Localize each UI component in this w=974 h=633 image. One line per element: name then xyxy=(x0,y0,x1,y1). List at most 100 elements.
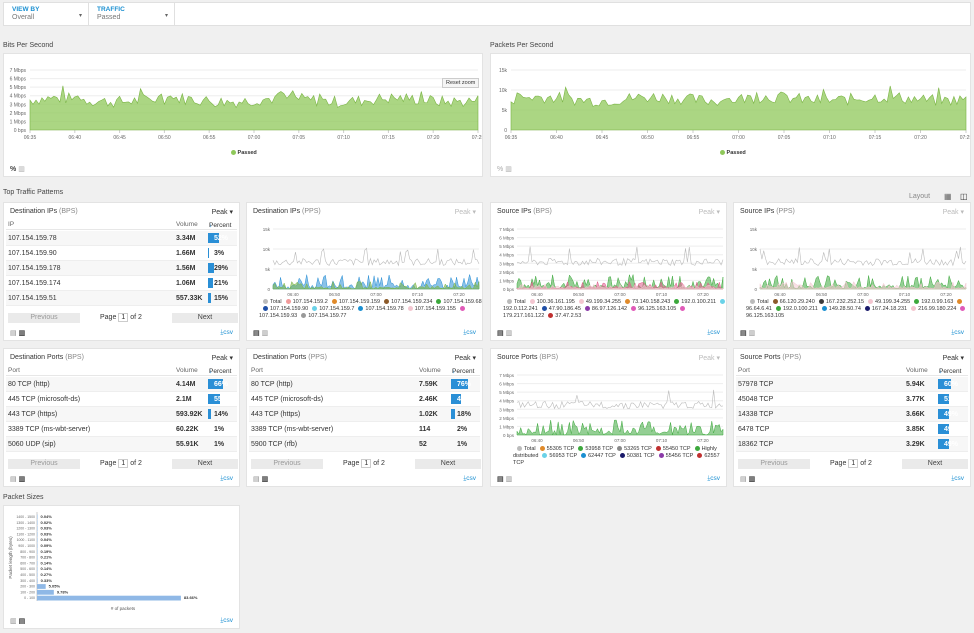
legend-item[interactable]: 96.64.6.41 xyxy=(746,299,964,312)
csv-download-link[interactable]: ⤓csv xyxy=(220,617,233,624)
previous-button[interactable]: Previous xyxy=(251,459,323,469)
packet-sizes-bar-chart[interactable]: 1400 - 1500 0.04% 1300 - 1400 0.02% 1200 - 1… xyxy=(4,506,239,614)
bar-chart-icon[interactable]: ▥ xyxy=(18,476,26,483)
legend-item[interactable]: 179.217.161.122 xyxy=(503,306,687,319)
legend-item[interactable]: 55305 TCP xyxy=(536,446,574,452)
bar-chart-icon[interactable]: ▥ xyxy=(505,330,513,337)
legend-item[interactable]: 107.154.159.234 xyxy=(380,299,432,305)
pps-area-chart[interactable]: 15k 10k 5k 006:35 06:40 06:45 06:50 06:55 07:00 0… xyxy=(491,54,970,164)
legend-item[interactable]: 56953 TCP xyxy=(538,453,577,459)
csv-download-link[interactable]: ⤓csv xyxy=(707,329,720,336)
legend-item[interactable]: 107.154.159.93 xyxy=(259,306,467,319)
reset-zoom-button[interactable]: Reset zoom xyxy=(442,78,480,88)
legend-item[interactable]: 96.125.163.105 xyxy=(627,306,676,312)
legend-item[interactable]: 50381 TCP xyxy=(616,453,655,459)
legend-item[interactable]: 49.199.34.255 xyxy=(575,299,621,305)
bar-chart-icon[interactable]: ▥ xyxy=(505,476,513,483)
csv-download-link[interactable]: ⤓csv xyxy=(951,329,964,336)
table-icon[interactable]: ▤ xyxy=(10,476,17,483)
src-ips-pps-chart[interactable]: 15k 10k 5k 0 06:40 06:50 07:00 07:10 07:20 xyxy=(734,219,970,299)
src-ips-bps-legend[interactable]: Total 100.36.161.195 49.199.34.255 73.140.1… xyxy=(503,299,728,320)
csv-download-link[interactable]: ⤓csv xyxy=(463,475,476,482)
csv-download-link[interactable]: ⤓csv xyxy=(463,329,476,336)
page-input[interactable]: 1 xyxy=(848,459,859,468)
view-by-select[interactable]: VIEW BY Overall ▾ xyxy=(4,3,89,25)
csv-download-link[interactable]: ⤓csv xyxy=(951,475,964,482)
legend-item[interactable]: 53265 TCP xyxy=(613,446,652,452)
page-input[interactable]: 1 xyxy=(118,459,129,468)
bar-chart-icon[interactable]: ▥ xyxy=(261,330,269,337)
legend-item[interactable]: 149.28.50.74 xyxy=(818,306,861,312)
table-row[interactable]: 5060 UDP (sip) 55.91K 1% xyxy=(6,437,237,452)
table-row[interactable]: 45048 TCP 3.77K 51% xyxy=(736,392,968,407)
peak-dropdown[interactable]: Peak ▾ xyxy=(211,355,233,362)
peak-dropdown[interactable]: Peak ▾ xyxy=(211,209,233,216)
table-row[interactable]: 3389 TCP (ms-wbt-server) 60.22K 1% xyxy=(6,422,237,437)
csv-download-link[interactable]: ⤓csv xyxy=(220,475,233,482)
table-row[interactable]: 445 TCP (microsoft-ds) 2.46K 47% xyxy=(249,392,480,407)
bps-legend[interactable]: Passed xyxy=(231,150,257,156)
next-button[interactable]: Next xyxy=(902,459,968,469)
traffic-select[interactable]: TRAFFIC Passed ▾ xyxy=(89,3,175,25)
legend-item[interactable]: 107.154.159.155 xyxy=(404,306,456,312)
bar-chart-icon[interactable]: ▥ xyxy=(505,166,512,173)
table-icon[interactable]: ▤ xyxy=(740,476,747,483)
table-row[interactable]: 5900 TCP (rfb) 52 1% xyxy=(249,437,480,452)
src-ports-bps-chart[interactable]: 7 Mbps 6 Mbps 5 Mbps 4 Mbps 3 Mbps 2 Mbps 1 Mb… xyxy=(491,365,726,445)
table-row[interactable]: 107.154.159.90 1.66M 3% xyxy=(6,246,237,261)
legend-item[interactable]: Total xyxy=(503,299,526,305)
table-row[interactable]: 57978 TCP 5.94K 60% xyxy=(736,377,968,392)
legend-item[interactable]: 192.0.112.241 xyxy=(503,299,727,312)
legend-item[interactable]: Total xyxy=(513,446,536,452)
table-icon[interactable]: ▤ xyxy=(10,330,17,337)
legend-item[interactable]: 107.154.159.78 xyxy=(354,306,404,312)
src-ips-bps-chart[interactable]: 7 Mbps 6 Mbps 5 Mbps 4 Mbps 3 Mbps 2 Mbps 1 Mb… xyxy=(491,219,726,299)
next-button[interactable]: Next xyxy=(172,459,238,469)
dest-ips-pps-chart[interactable]: 15k 10k 5k 0 06:40 06:50 07:00 07:10 07:20 xyxy=(247,219,482,299)
legend-item[interactable]: 192.0.100.211 xyxy=(772,306,818,312)
next-button[interactable]: Next xyxy=(172,313,238,323)
previous-button[interactable]: Previous xyxy=(8,313,80,323)
peak-dropdown[interactable]: Peak ▾ xyxy=(942,355,964,362)
table-row[interactable]: 107.154.159.51 557.33K 15% xyxy=(6,291,237,306)
grid-layout-icon[interactable]: ▦ xyxy=(944,192,952,201)
legend-item[interactable]: 49.199.34.255 xyxy=(864,299,910,305)
legend-item[interactable]: 167.232.252.15 xyxy=(815,299,864,305)
table-row[interactable]: 107.154.159.78 3.34M 52% xyxy=(6,231,237,246)
legend-item[interactable]: 107.154.159.7 xyxy=(308,306,354,312)
percent-toggle[interactable]: % xyxy=(497,166,504,173)
table-row[interactable]: 80 TCP (http) 4.14M 66% xyxy=(6,377,237,392)
legend-item[interactable]: Highly distributed xyxy=(513,446,717,459)
csv-download-link[interactable]: ⤓csv xyxy=(220,329,233,336)
bar-chart-icon[interactable]: ▥ xyxy=(261,476,269,483)
peak-dropdown[interactable]: Peak ▾ xyxy=(942,209,964,216)
legend-item[interactable]: Total xyxy=(259,299,282,305)
pps-legend[interactable]: Passed xyxy=(720,150,746,156)
legend-item[interactable]: 55450 TCP xyxy=(652,446,691,452)
legend-item[interactable]: 62447 TCP xyxy=(577,453,616,459)
bar-chart-icon[interactable]: ▥ xyxy=(748,476,756,483)
previous-button[interactable]: Previous xyxy=(738,459,810,469)
legend-item[interactable]: 37.47.2.53 xyxy=(544,313,581,319)
bar-chart-icon[interactable]: ▥ xyxy=(748,330,756,337)
legend-item[interactable]: 86.97.126.142 xyxy=(581,306,627,312)
src-ports-bps-legend[interactable]: Total 55305 TCP 53958 TCP 53265 TCP 55450 TC… xyxy=(513,446,723,467)
peak-dropdown[interactable]: Peak ▾ xyxy=(698,355,720,362)
bps-area-chart[interactable]: 7 Mbps 6 Mbps 5 Mbps 4 Mbps 3 Mbps 2 Mbps 1 Mb… xyxy=(4,54,482,164)
table-row[interactable]: 3389 TCP (ms-wbt-server) 114 2% xyxy=(249,422,480,437)
legend-item[interactable]: 100.36.161.195 xyxy=(526,299,575,305)
bar-chart-icon[interactable]: ▥ xyxy=(18,330,26,337)
legend-item[interactable]: 66.120.29.240 xyxy=(769,299,815,305)
table-icon[interactable]: ▤ xyxy=(253,330,260,337)
bar-chart-icon[interactable]: ▥ xyxy=(18,166,25,173)
table-row[interactable]: 443 TCP (https) 593.92K 14% xyxy=(6,407,237,422)
legend-item[interactable]: 55456 TCP xyxy=(655,453,693,459)
legend-item[interactable]: 107.154.159.68 xyxy=(432,299,482,305)
legend-item[interactable]: 62557 TCP xyxy=(513,453,720,466)
legend-item[interactable]: 107.154.159.77 xyxy=(297,313,346,319)
next-button[interactable]: Next xyxy=(415,459,481,469)
page-input[interactable]: 1 xyxy=(361,459,372,468)
split-layout-icon[interactable]: ◫ xyxy=(960,192,968,201)
previous-button[interactable]: Previous xyxy=(8,459,80,469)
table-icon[interactable]: ▤ xyxy=(740,330,747,337)
